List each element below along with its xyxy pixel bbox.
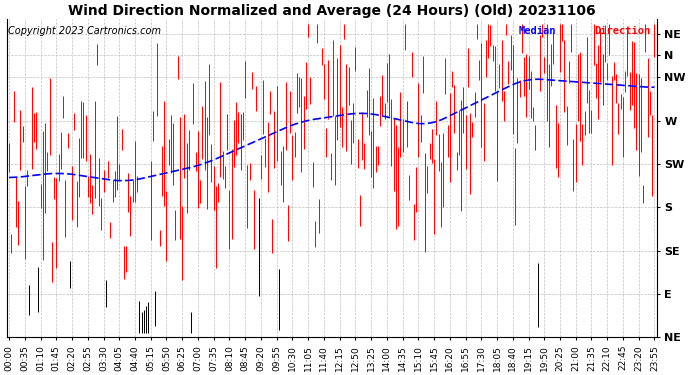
Text: Copyright 2023 Cartronics.com: Copyright 2023 Cartronics.com: [8, 26, 161, 36]
Title: Wind Direction Normalized and Average (24 Hours) (Old) 20231106: Wind Direction Normalized and Average (2…: [68, 4, 595, 18]
Text: Direction: Direction: [594, 26, 650, 36]
Text: Median: Median: [518, 26, 556, 36]
